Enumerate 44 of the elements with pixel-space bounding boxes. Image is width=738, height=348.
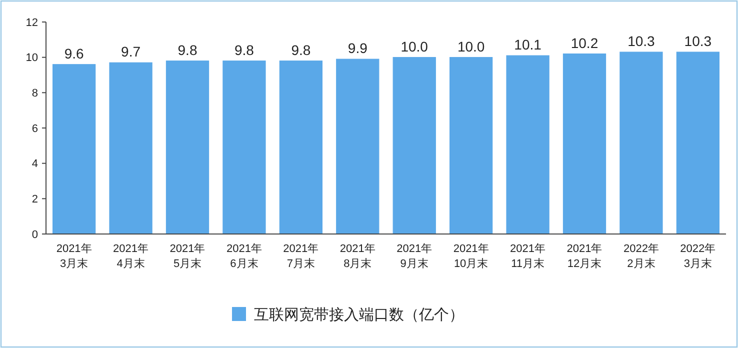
text: 9.6	[64, 45, 84, 62]
y-tick-label: 4	[32, 158, 38, 170]
bar	[222, 60, 266, 234]
x-tick-label: 2021年 6月末	[226, 243, 262, 270]
x-tick-label: 2021年 8月末	[340, 243, 376, 270]
bar	[392, 57, 436, 234]
x-tick-label: 2022年 3月末	[680, 243, 716, 270]
bar	[620, 52, 663, 234]
bar	[450, 57, 493, 234]
y-tick-label: 0	[32, 228, 38, 241]
text: 9.8	[178, 42, 198, 58]
text: 9.7	[121, 44, 141, 60]
y-tick-label: 10	[26, 52, 38, 64]
legend-label: 互联网宽带接入端口数（亿个）	[254, 306, 464, 324]
bar	[109, 62, 152, 234]
x-tick-label: 2022年 2月末	[623, 243, 659, 270]
x-tick-label: 2021年 10月末	[453, 243, 489, 270]
x-tick-label: 2021年 5月末	[170, 243, 206, 270]
y-tick-label: 6	[32, 122, 38, 135]
y-tick-label: 8	[32, 88, 38, 100]
bar	[279, 60, 322, 234]
text: 9.8	[291, 42, 311, 58]
text: 10.2	[570, 34, 598, 51]
bar	[336, 58, 380, 234]
x-tick-label: 2021年 7月末	[283, 243, 319, 270]
x-tick-label: 2021年 4月末	[113, 243, 149, 270]
y-tick-label: 12	[26, 16, 38, 29]
bar	[52, 64, 96, 234]
bar	[506, 55, 550, 234]
text: 9.9	[348, 40, 368, 56]
text: 9.8	[234, 42, 254, 58]
text: 10.1	[514, 36, 542, 53]
bar	[676, 52, 720, 234]
x-tick-label: 2021年 9月末	[396, 243, 432, 270]
bar	[166, 60, 210, 234]
y-tick-label: 2	[32, 194, 38, 206]
x-tick-label: 2021年 12月末	[566, 243, 602, 270]
text: 10.3	[684, 33, 712, 50]
text: 10.0	[457, 38, 485, 54]
text: 10.3	[628, 33, 655, 50]
x-tick-label: 2021年 3月末	[56, 243, 92, 270]
text: 10.0	[400, 38, 428, 54]
x-tick-label: 2021年 11月末	[510, 243, 546, 270]
bar	[562, 54, 606, 234]
